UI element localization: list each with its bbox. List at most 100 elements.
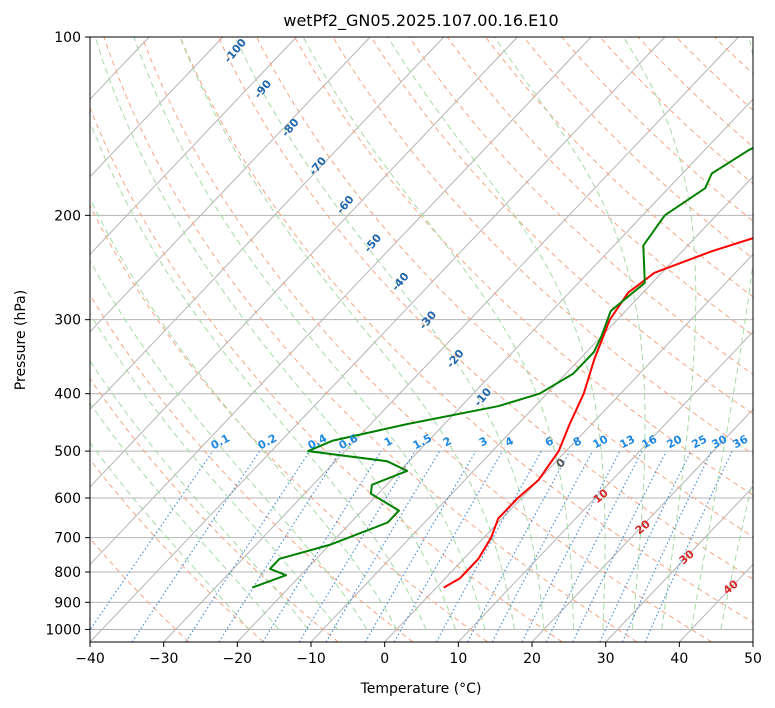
mixing-ratio-line (572, 450, 667, 642)
moist-adiabat (387, 37, 606, 630)
moist-adiabat (133, 37, 486, 630)
axes: −40 −30 −20 −10 0 10 20 30 40 5010020030040050060… (45, 30, 762, 667)
moist-adiabat (90, 259, 368, 630)
dry-adiabat (90, 458, 264, 642)
dry-adiabat (637, 37, 753, 148)
mixing-ratio-label: 36 (731, 432, 751, 451)
mixing-ratio-line (131, 450, 261, 642)
mixing-ratio-line (545, 450, 643, 642)
isotherm (236, 98, 753, 642)
dry-adiabat (141, 37, 712, 642)
dry-adiabat (484, 37, 753, 298)
dry-adiabat-label: -10 (471, 385, 494, 409)
mixing-ratio-label: 1.5 (411, 432, 434, 453)
dry-adiabat-label: -30 (416, 308, 439, 332)
x-tick-label: −10 (296, 651, 326, 667)
moist-adiabat (90, 442, 250, 630)
mixing-ratio-label: 0.2 (256, 432, 279, 453)
moist-adiabat (90, 402, 280, 630)
dry-adiabat (675, 37, 753, 111)
isotherm (163, 37, 739, 642)
mixing-ratio-line (185, 450, 311, 642)
moist-adiabat-label: 20 (633, 517, 653, 537)
y-axis-label: Pressure (hPa) (13, 290, 29, 390)
dry-adiabat-label: -50 (361, 231, 384, 255)
mixing-ratio-line (262, 450, 382, 642)
y-tick-label: 300 (54, 313, 81, 329)
dry-adiabat (294, 37, 753, 496)
isotherm (90, 37, 666, 642)
dry-adiabat (90, 377, 339, 642)
dry-adiabat (762, 10, 775, 642)
mixing-ratio-label: 3 (477, 434, 490, 449)
x-tick-label: 0 (380, 651, 389, 667)
x-tick-label: 40 (670, 651, 688, 667)
y-tick-label: 400 (54, 387, 81, 403)
x-tick-label: 10 (449, 651, 467, 667)
mixing-ratio-label: 4 (503, 434, 516, 449)
dry-adiabat-label: -20 (444, 347, 467, 371)
y-tick-label: 1000 (45, 622, 81, 638)
mixing-ratio-label: 13 (618, 433, 638, 452)
moist-adiabat (90, 359, 309, 630)
mixing-ratio-label: 2 (441, 434, 454, 449)
mixing-ratio-line (218, 450, 342, 642)
mixing-ratio-line (435, 450, 542, 642)
y-tick-label: 800 (54, 565, 81, 581)
y-tick-label: 100 (54, 30, 81, 46)
isotherm (678, 563, 753, 642)
moist-adiabat (493, 37, 646, 630)
mixing-ratio-label: 6 (543, 434, 556, 449)
x-tick-label: −20 (223, 651, 253, 667)
dry-adiabat (713, 37, 753, 75)
isotherm (90, 37, 371, 333)
isotherm (531, 408, 753, 642)
mixing-ratio-label: 25 (690, 433, 710, 452)
mixing-ratio-line (621, 450, 713, 642)
mixing-ratio-label: 8 (571, 434, 584, 449)
x-tick-label: −30 (149, 651, 179, 667)
dry-adiabat-label: -80 (279, 116, 302, 140)
dry-adiabat (256, 37, 753, 538)
dry-adiabat (370, 37, 753, 415)
dewpoint-profile (251, 146, 753, 589)
dry-adiabat (179, 37, 753, 623)
isotherm (0, 37, 75, 642)
dry-adiabat (90, 106, 563, 642)
mixing-ratio-label: 10 (591, 432, 611, 451)
moist-adiabat (720, 476, 753, 630)
y-tick-label: 700 (54, 531, 81, 547)
moist-adiabat (179, 37, 515, 630)
plot-area (0, 10, 775, 642)
dry-adiabat-label: -40 (389, 270, 412, 294)
dry-adiabat (103, 37, 638, 642)
mixing-ratio-line (90, 450, 214, 631)
mixing-ratio-label: 20 (665, 432, 685, 451)
dry-adiabat (446, 37, 753, 336)
moist-adiabat (234, 37, 545, 630)
isotherm (384, 253, 753, 642)
moist-adiabat (94, 37, 456, 630)
mixing-ratio-line (393, 450, 504, 642)
moist-adiabat (302, 37, 574, 630)
isotherm (457, 331, 753, 642)
isotherm (605, 486, 753, 642)
plot-frame (89, 36, 754, 643)
isotherm (90, 37, 592, 566)
moist-adiabat (90, 197, 398, 630)
x-tick-label: −40 (75, 651, 105, 667)
dry-adiabat (90, 204, 488, 642)
y-tick-label: 500 (54, 444, 81, 460)
y-tick-label: 200 (54, 208, 81, 224)
x-tick-label: 50 (744, 651, 762, 667)
mixing-ratio-line (491, 450, 594, 642)
x-tick-label: 20 (523, 651, 541, 667)
isotherm (90, 37, 224, 178)
y-tick-label: 600 (54, 491, 81, 507)
moist-adiabat (90, 312, 339, 630)
dry-adiabat (217, 37, 753, 580)
dry-adiabat (90, 293, 414, 642)
mixing-ratio-label: 1 (382, 434, 395, 449)
isotherm (90, 37, 297, 256)
